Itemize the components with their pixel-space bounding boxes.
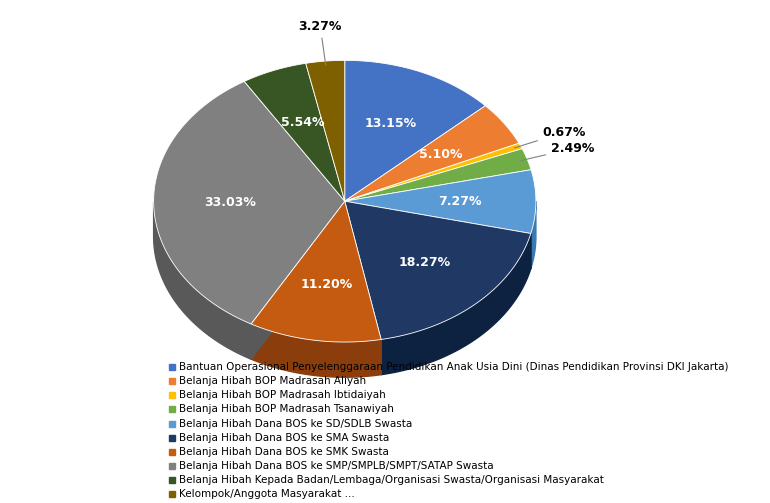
- Text: 5.54%: 5.54%: [280, 116, 324, 129]
- Text: Belanja Hibah BOP Madrasah Tsanawiyah: Belanja Hibah BOP Madrasah Tsanawiyah: [179, 404, 393, 414]
- Polygon shape: [345, 201, 531, 340]
- Polygon shape: [345, 201, 531, 269]
- Polygon shape: [531, 201, 536, 269]
- Text: 18.27%: 18.27%: [398, 256, 450, 269]
- Text: Bantuan Operasional Penyelenggaraan Pendidikan Anak Usia Dini (Dinas Pendidikan : Bantuan Operasional Penyelenggaraan Pend…: [179, 362, 728, 372]
- Polygon shape: [345, 106, 519, 201]
- FancyBboxPatch shape: [169, 421, 175, 427]
- Text: Belanja Hibah Dana BOS ke SMP/SMPLB/SMPT/SATAP Swasta: Belanja Hibah Dana BOS ke SMP/SMPLB/SMPT…: [179, 461, 494, 471]
- Text: 11.20%: 11.20%: [300, 278, 353, 291]
- FancyBboxPatch shape: [169, 406, 175, 412]
- Polygon shape: [345, 201, 531, 269]
- Polygon shape: [345, 60, 485, 201]
- FancyBboxPatch shape: [169, 449, 175, 455]
- Polygon shape: [244, 63, 345, 201]
- Text: 2.49%: 2.49%: [521, 142, 594, 160]
- Polygon shape: [345, 149, 531, 201]
- Text: Belanja Hibah Dana BOS ke SD/SDLB Swasta: Belanja Hibah Dana BOS ke SD/SDLB Swasta: [179, 418, 412, 429]
- Polygon shape: [154, 81, 345, 324]
- FancyBboxPatch shape: [169, 364, 175, 370]
- Polygon shape: [154, 203, 251, 359]
- Text: Belanja Hibah Dana BOS ke SMK Swasta: Belanja Hibah Dana BOS ke SMK Swasta: [179, 447, 389, 457]
- Text: 0.67%: 0.67%: [514, 126, 586, 148]
- Text: 3.27%: 3.27%: [299, 20, 342, 65]
- FancyBboxPatch shape: [169, 491, 175, 497]
- Polygon shape: [345, 201, 381, 375]
- Polygon shape: [345, 143, 522, 201]
- Polygon shape: [345, 201, 381, 375]
- Text: Belanja Hibah BOP Madrasah Aliyah: Belanja Hibah BOP Madrasah Aliyah: [179, 376, 366, 386]
- Polygon shape: [345, 170, 536, 233]
- Polygon shape: [251, 201, 345, 359]
- Text: 13.15%: 13.15%: [365, 117, 417, 130]
- Text: Belanja Hibah BOP Madrasah Ibtidaiyah: Belanja Hibah BOP Madrasah Ibtidaiyah: [179, 390, 386, 400]
- FancyBboxPatch shape: [169, 392, 175, 398]
- Polygon shape: [251, 201, 381, 342]
- Text: 5.10%: 5.10%: [419, 148, 462, 161]
- Text: Belanja Hibah Dana BOS ke SMA Swasta: Belanja Hibah Dana BOS ke SMA Swasta: [179, 433, 389, 443]
- Polygon shape: [251, 201, 345, 359]
- FancyBboxPatch shape: [169, 378, 175, 384]
- Polygon shape: [306, 60, 345, 201]
- Polygon shape: [381, 233, 531, 375]
- Text: 7.27%: 7.27%: [437, 195, 481, 208]
- FancyBboxPatch shape: [169, 463, 175, 469]
- FancyBboxPatch shape: [169, 435, 175, 441]
- FancyBboxPatch shape: [169, 477, 175, 483]
- Polygon shape: [251, 324, 381, 377]
- Text: Belanja Hibah Kepada Badan/Lembaga/Organisasi Swasta/Organisasi Masyarakat: Belanja Hibah Kepada Badan/Lembaga/Organ…: [179, 475, 604, 485]
- Text: 33.03%: 33.03%: [204, 197, 256, 209]
- Text: Kelompok/Anggota Masyarakat ...: Kelompok/Anggota Masyarakat ...: [179, 489, 354, 499]
